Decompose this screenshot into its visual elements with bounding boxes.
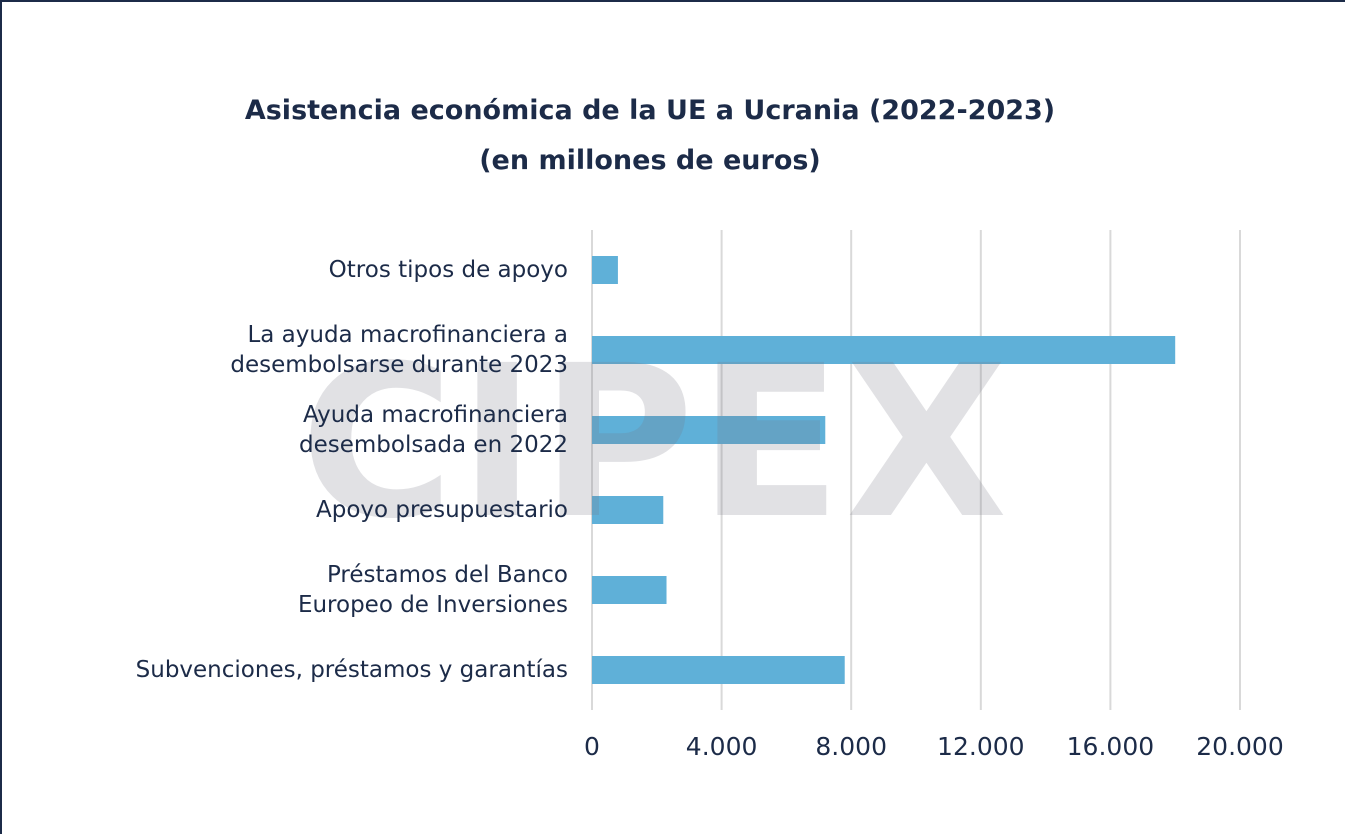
- x-tick-label: 12.000: [937, 732, 1025, 761]
- bar: [592, 496, 664, 524]
- y-tick-label: Otros tipos de apoyo: [328, 257, 568, 283]
- y-tick-label: Ayuda macrofinanciera desembolsada en 20…: [298, 402, 568, 458]
- chart-title: Asistencia económica de la UE a Ucrania …: [244, 95, 1056, 126]
- x-tick-label: 8.000: [815, 732, 887, 761]
- y-tick-label: Préstamos del Banco Europeo de Inversion…: [297, 562, 568, 618]
- x-tick-label: 0: [584, 732, 600, 761]
- y-tick-label: Apoyo presupuestario: [315, 497, 568, 523]
- x-tick-label: 20.000: [1196, 732, 1284, 761]
- bar: [592, 656, 845, 684]
- bar: [592, 576, 667, 604]
- bar: [592, 256, 618, 284]
- bar: [592, 336, 1176, 364]
- y-tick-label: Subvenciones, préstamos y garantías: [135, 657, 568, 683]
- x-tick-label: 16.000: [1066, 732, 1155, 761]
- y-tick-label: La ayuda macrofinanciera a desembolsarse…: [230, 322, 568, 378]
- bar: [592, 416, 826, 444]
- x-tick-label: 4.000: [685, 732, 758, 761]
- chart-subtitle: (en millones de euros): [479, 145, 821, 176]
